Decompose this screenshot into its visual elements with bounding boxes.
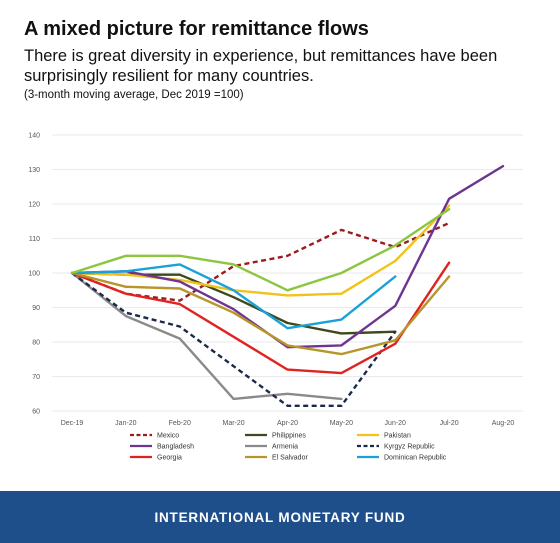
y-tick-label: 80 xyxy=(32,340,40,347)
x-tick-label: Jul-20 xyxy=(440,420,459,427)
series-line xyxy=(70,208,451,292)
y-tick-label: 100 xyxy=(28,271,40,278)
series-line xyxy=(71,272,397,407)
series-lines xyxy=(70,164,505,407)
x-tick-label: Jun-20 xyxy=(385,420,407,427)
legend-label: Mexico xyxy=(157,433,179,440)
series-line xyxy=(70,271,451,356)
y-tick-label: 130 xyxy=(28,167,40,174)
chart-note: (3-month moving average, Dec 2019 =100) xyxy=(24,89,244,101)
y-tick-label: 110 xyxy=(29,236,40,243)
y-tick-label: 90 xyxy=(32,305,40,312)
line-chart: 60 70 80 90 100 110 120 130 140 Dec-19 Jan-20 Feb-… xyxy=(28,133,523,462)
x-axis-ticks: Dec-19 Jan-20 Feb-20 Mar-20 Apr-20 May-20 Jun-… xyxy=(61,420,515,427)
chart-subtitle: There is great diversity in experience, … xyxy=(24,47,498,85)
x-tick-label: Mar-20 xyxy=(223,420,245,427)
chart-title: A mixed picture for remittance flows xyxy=(24,18,369,40)
series-line xyxy=(70,263,397,330)
legend-label: Kyrgyz Republic xyxy=(384,444,435,451)
series-line xyxy=(70,271,397,335)
legend-label: Philippines xyxy=(272,433,306,440)
y-tick-label: 120 xyxy=(28,202,40,209)
legend-label: Dominican Republic xyxy=(384,455,447,462)
series-line xyxy=(70,261,451,375)
y-axis-ticks: 60 70 80 90 100 110 120 130 140 xyxy=(28,133,40,416)
legend-label: El Salvador xyxy=(272,455,308,462)
legend-label: Armenia xyxy=(272,444,298,451)
legend: Mexico Philippines Pakistan Bangladesh Armen… xyxy=(130,433,447,462)
series-line xyxy=(70,164,505,349)
y-tick-label: 70 xyxy=(32,374,40,381)
x-tick-label: Feb-20 xyxy=(169,420,191,427)
footer-banner: INTERNATIONAL MONETARY FUND xyxy=(0,491,560,543)
legend-label: Bangladesh xyxy=(157,444,194,451)
legend-label: Georgia xyxy=(157,455,182,462)
x-tick-label: Aug-20 xyxy=(492,420,515,427)
x-tick-label: Apr-20 xyxy=(277,420,298,427)
footer-label: INTERNATIONAL MONETARY FUND xyxy=(154,509,406,525)
x-tick-label: May-20 xyxy=(330,420,353,427)
y-tick-label: 60 xyxy=(32,409,40,416)
legend-label: Pakistan xyxy=(384,433,411,440)
x-tick-label: Jan-20 xyxy=(115,420,137,427)
series-line xyxy=(70,271,343,401)
y-tick-label: 140 xyxy=(28,133,40,140)
x-tick-label: Dec-19 xyxy=(61,420,84,427)
series-line xyxy=(70,204,451,297)
